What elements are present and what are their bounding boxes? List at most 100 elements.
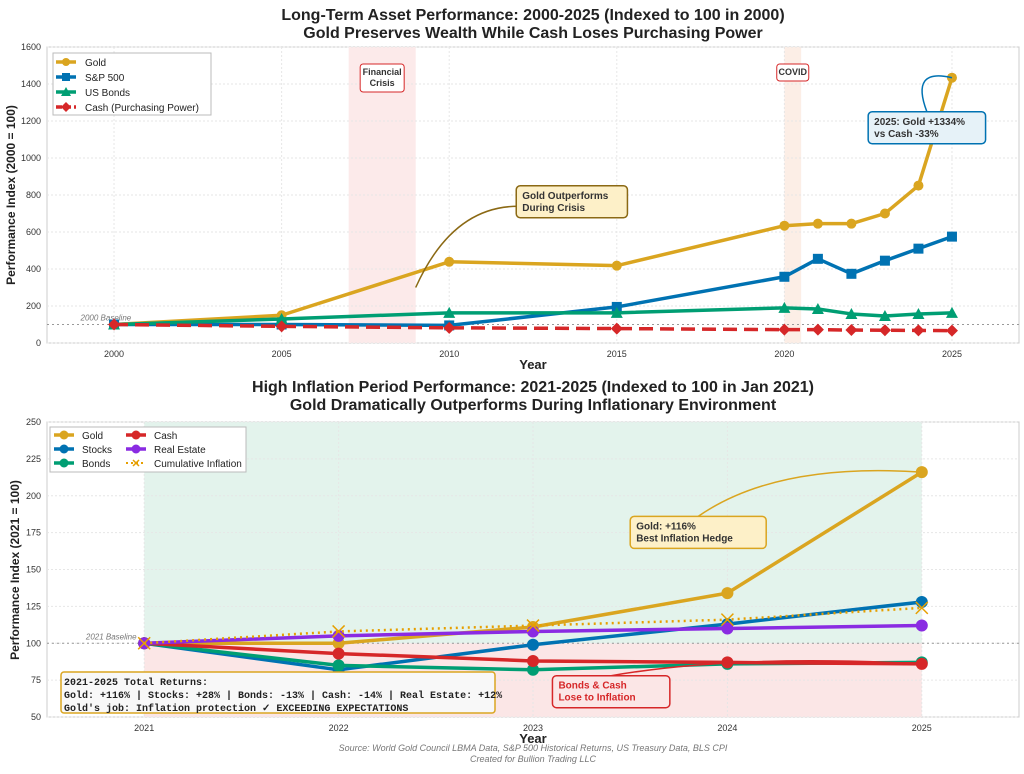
- series-line-gold: [113, 77, 954, 327]
- x-tick-label: 2000: [104, 349, 124, 359]
- data-point-stroke: [526, 619, 540, 633]
- annotation-text: Bonds & Cash Lose to Inflation: [558, 681, 635, 704]
- data-point: [915, 601, 929, 615]
- data-point: [720, 613, 734, 627]
- y-tick-label: 175: [26, 528, 41, 538]
- data-point: [527, 638, 539, 651]
- data-point: [444, 256, 455, 267]
- baseline-label: 2021 Baseline: [85, 632, 137, 641]
- data-point: [946, 231, 957, 242]
- annotation-arrow: [697, 469, 922, 518]
- data-point: [526, 619, 540, 633]
- series-line-s-p-500: [114, 234, 953, 328]
- legend-box: [49, 426, 247, 473]
- legend-marker: [132, 459, 140, 467]
- chart2-title: High Inflation Period Performance: 2021-…: [252, 379, 814, 396]
- legend-label: Real Estate: [154, 445, 206, 456]
- y-tick-label: 1400: [21, 79, 41, 89]
- data-point: [779, 220, 790, 231]
- y-tick-label: 250: [26, 417, 41, 427]
- data-point: [812, 253, 823, 264]
- data-point: [108, 318, 121, 331]
- period-label-line: Crisis: [370, 78, 395, 88]
- credit-note: Created for Bullion Trading LLC: [470, 754, 596, 764]
- y-tick-label: 400: [26, 264, 41, 274]
- chart1-title: Long-Term Asset Performance: 2000-2025 (…: [281, 7, 784, 24]
- summary-line: 2021-2025 Total Returns:: [64, 677, 208, 689]
- period-label-line: COVID: [779, 67, 808, 77]
- data-point: [443, 321, 456, 334]
- legend-marker: [131, 444, 141, 454]
- data-point: [915, 595, 928, 608]
- data-point: [912, 324, 925, 337]
- data-point: [611, 260, 622, 271]
- legend: Gold S&P 500 US Bonds Cash (Purchasing Powe…: [52, 52, 212, 116]
- data-point: [846, 218, 857, 229]
- x-tick-label: 2015: [607, 349, 627, 359]
- legend-label: Gold: [82, 431, 103, 442]
- legend-marker: [61, 87, 71, 96]
- series-line-cumulative-inflation: [144, 606, 922, 645]
- data-point-stroke: [137, 636, 151, 650]
- data-point: [945, 306, 958, 318]
- annotation-arrow: [611, 660, 922, 677]
- y-tick-label: 200: [26, 491, 41, 501]
- x-tick-label: 2023: [523, 723, 543, 733]
- annotation-text-line: vs Cash -33%: [874, 129, 939, 140]
- series-line-cash-purchasing-power-: [114, 322, 952, 333]
- period-label-box: [359, 63, 405, 93]
- legend-label: S&P 500: [85, 73, 125, 84]
- data-point: [527, 625, 539, 638]
- period-label-line: Financial: [363, 67, 402, 77]
- data-point: [846, 268, 857, 279]
- x-tick-label: 2021: [134, 723, 154, 733]
- legend-label: Cash (Purchasing Power): [85, 103, 199, 114]
- data-point: [811, 302, 824, 314]
- summary-line: Gold: +116% | Stocks: +28% | Bonds: -13%…: [64, 690, 502, 702]
- summary-line: Gold's job: Inflation protection ✓ EXCEE…: [64, 703, 408, 715]
- annotation-box: [515, 185, 629, 219]
- annotation-text-line: Gold Outperforms: [522, 191, 609, 202]
- legend-label: Cumulative Inflation: [154, 459, 242, 470]
- data-point: [878, 309, 891, 321]
- annotation-text-line: Best Inflation Hedge: [636, 533, 733, 544]
- y-tick-label: 800: [26, 190, 41, 200]
- legend-marker: [62, 58, 70, 66]
- legend-marker: [131, 430, 141, 440]
- summary-box: [60, 671, 496, 714]
- data-point: [778, 301, 791, 313]
- chart2-subtitle: Gold Dramatically Outperforms During Inf…: [290, 397, 777, 414]
- annotation-box: [629, 515, 767, 550]
- data-point: [721, 622, 734, 635]
- data-point: [915, 619, 928, 632]
- annotation-text-line: Gold: +116%: [636, 521, 696, 532]
- data-point: [811, 323, 824, 336]
- chart2-xlabel: Year: [519, 731, 546, 746]
- y-tick-label: 125: [26, 601, 41, 611]
- legend-label: Cash: [154, 431, 177, 442]
- legend-label: US Bonds: [85, 88, 130, 99]
- data-point: [879, 255, 890, 266]
- data-point: [332, 629, 345, 642]
- legend-label: Stocks: [82, 445, 112, 456]
- period-label: Financial Crisis: [363, 67, 402, 88]
- data-point: [721, 587, 734, 600]
- annotation-text-line: During Crisis: [522, 203, 585, 214]
- legend-label: Gold: [85, 58, 106, 69]
- y-tick-label: 1600: [21, 42, 41, 52]
- data-point: [610, 322, 623, 335]
- y-tick-label: 1000: [21, 153, 41, 163]
- legend-marker: [59, 458, 69, 468]
- annotation-text: Gold: +116% Best Inflation Hedge: [636, 521, 733, 544]
- chart1-subtitle: Gold Preserves Wealth While Cash Loses P…: [303, 25, 762, 42]
- y-tick-label: 200: [26, 301, 41, 311]
- legend-marker: [62, 73, 70, 81]
- y-tick-label: 1200: [21, 116, 41, 126]
- legend: Gold Stocks Bonds Cash Real Estate Cumulative…: [49, 426, 247, 473]
- data-point-stroke: [720, 613, 734, 627]
- data-point: [913, 180, 924, 191]
- data-point: [778, 323, 791, 336]
- data-point: [443, 306, 456, 318]
- legend-marker: [59, 430, 69, 440]
- legend-box: [52, 52, 212, 116]
